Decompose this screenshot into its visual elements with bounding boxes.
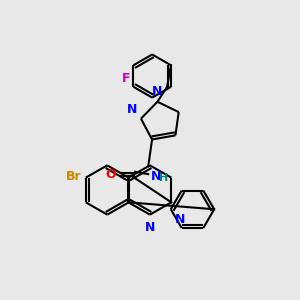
Text: F: F: [122, 72, 130, 85]
Text: O: O: [105, 168, 116, 181]
Text: Br: Br: [66, 169, 82, 183]
Text: N: N: [127, 103, 137, 116]
Text: N: N: [151, 170, 161, 183]
Text: H: H: [159, 172, 168, 183]
Text: N: N: [175, 213, 185, 226]
Text: N: N: [152, 85, 163, 98]
Text: N: N: [145, 221, 155, 234]
